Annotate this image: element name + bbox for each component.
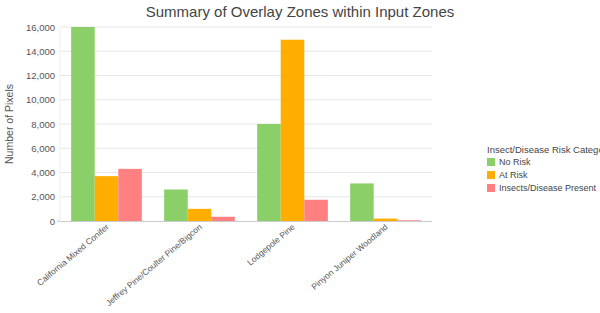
- grid-line: [60, 148, 432, 149]
- y-axis-label: Number of Pixels: [3, 84, 15, 164]
- bar: [188, 209, 212, 221]
- bar: [164, 189, 188, 221]
- legend-label: At Risk: [499, 170, 528, 180]
- tick-label: 4,000: [31, 167, 55, 178]
- bar: [118, 169, 142, 221]
- tick-label: 16,000: [26, 22, 55, 33]
- tick-label: 2,000: [31, 191, 55, 202]
- title: Summary of Overlay Zones within Input Zo…: [146, 3, 454, 20]
- bar: [397, 220, 421, 221]
- category-label: California Mixed Conifer: [35, 222, 111, 288]
- legend-swatch: [487, 184, 495, 192]
- bar: [257, 124, 281, 221]
- bar: [281, 40, 305, 221]
- bar: [71, 27, 95, 221]
- tick-label: 12,000: [26, 70, 55, 81]
- category-label: Lodgepole Pine: [245, 222, 297, 268]
- legend-label: No Risk: [499, 157, 531, 167]
- category-label: Jeffrey Pine/Coulter Pine/Bigcon: [104, 222, 204, 308]
- tick-label: 14,000: [26, 46, 55, 57]
- legend-title: Insect/Disease Risk Category: [487, 144, 600, 155]
- bar: [374, 219, 398, 221]
- y-axis-line: [60, 27, 61, 221]
- tick-label: 8,000: [31, 119, 55, 130]
- grid-line: [60, 27, 432, 28]
- chart: Summary of Overlay Zones within Input Zo…: [0, 0, 600, 313]
- legend-swatch: [487, 158, 495, 166]
- legend-label: Insects/Disease Present: [499, 183, 597, 193]
- grid-line: [60, 51, 432, 52]
- legend-swatch: [487, 171, 495, 179]
- tick-label: 0: [50, 216, 55, 227]
- bar: [95, 176, 119, 221]
- grid-line: [60, 124, 432, 125]
- grid-line: [60, 75, 432, 76]
- bar: [350, 183, 374, 221]
- grid-line: [60, 99, 432, 100]
- grid-line: [60, 172, 432, 173]
- bar: [304, 200, 328, 221]
- x-axis-line: [60, 221, 432, 222]
- tick-label: 6,000: [31, 143, 55, 154]
- tick-label: 10,000: [26, 94, 55, 105]
- category-label: Pinyon Juniper Woodland: [309, 222, 390, 292]
- bars: [71, 27, 421, 221]
- bar: [211, 217, 235, 221]
